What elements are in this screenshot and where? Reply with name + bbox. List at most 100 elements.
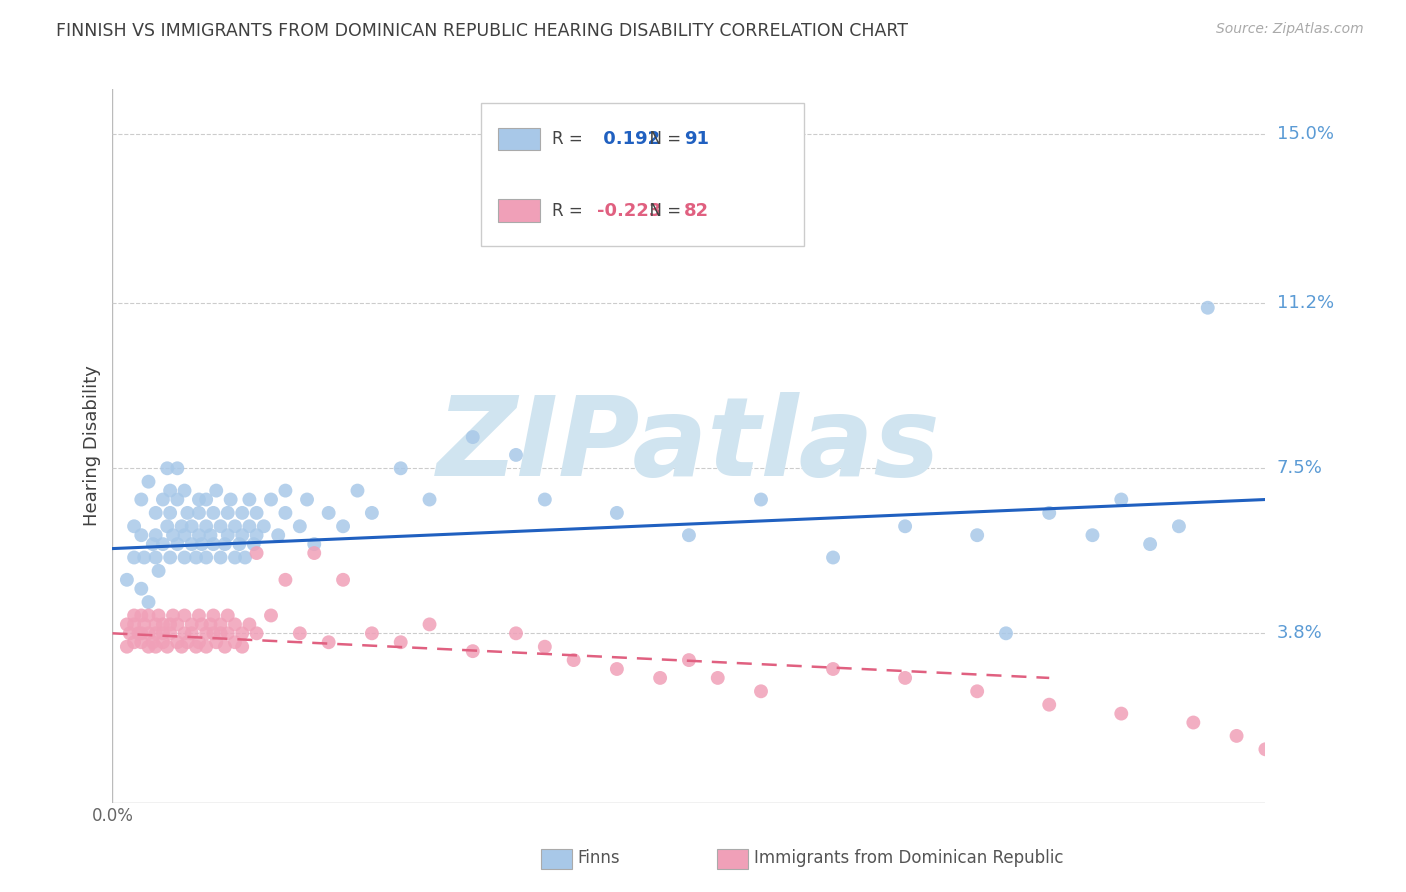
Text: 82: 82 [683,202,709,219]
Point [260,492,283,507]
Point [202,608,225,623]
Text: N =: N = [638,130,686,148]
Point [195,550,218,565]
Point [145,506,167,520]
Point [749,684,772,698]
Point [138,595,160,609]
Point [159,626,181,640]
Point [148,608,170,623]
Point [224,617,246,632]
Point [156,640,179,654]
Point [166,635,188,649]
Point [231,528,253,542]
Point [152,617,174,632]
Point [138,475,160,489]
Point [228,537,250,551]
Point [202,537,225,551]
Point [1081,528,1104,542]
Point [332,519,354,533]
Point [134,550,156,565]
Point [253,519,276,533]
Point [200,617,222,632]
Point [129,635,153,649]
Point [821,550,844,565]
Point [200,528,222,542]
Point [1226,729,1249,743]
Point [274,573,297,587]
Text: 11.2%: 11.2% [1277,294,1334,312]
Point [159,506,181,520]
Point [138,608,160,623]
Point [129,492,153,507]
Point [219,492,242,507]
Point [152,626,174,640]
Point [148,564,170,578]
Point [245,626,267,640]
Point [152,492,174,507]
Point [145,617,167,632]
Point [180,626,202,640]
Point [360,506,382,520]
Point [894,519,917,533]
Point [461,644,484,658]
Point [156,519,179,533]
Point [245,546,267,560]
Point [122,617,145,632]
Point [749,492,772,507]
Point [188,635,211,649]
Text: R =: R = [551,130,588,148]
Point [138,640,160,654]
Point [142,537,165,551]
Point [152,537,174,551]
Text: 0.0%: 0.0% [91,807,134,825]
Text: ZIPatlas: ZIPatlas [437,392,941,500]
Point [231,640,253,654]
Point [195,626,218,640]
Point [145,626,167,640]
Point [129,582,153,596]
Point [389,635,412,649]
Point [1167,519,1189,533]
Point [170,640,193,654]
Point [180,617,202,632]
Point [706,671,728,685]
Point [145,640,167,654]
Point [419,617,441,632]
Point [505,626,527,640]
Point [176,635,198,649]
Point [648,671,672,685]
Point [224,519,246,533]
Text: N =: N = [638,202,686,219]
Point [191,537,214,551]
Point [156,461,179,475]
Point [134,617,156,632]
Point [217,608,239,623]
Point [966,684,988,698]
Point [238,617,260,632]
Point [115,640,138,654]
Point [606,506,628,520]
Point [122,635,145,649]
Point [217,626,239,640]
Text: 91: 91 [683,130,709,148]
Point [162,528,184,542]
Point [505,448,527,462]
Point [191,617,214,632]
Point [170,519,193,533]
Point [173,483,195,498]
Point [159,617,181,632]
Text: 0.192: 0.192 [596,130,659,148]
Point [346,483,368,498]
Point [115,573,138,587]
Text: R =: R = [551,202,588,219]
Point [180,519,202,533]
Point [176,506,198,520]
Point [288,519,311,533]
Point [173,626,195,640]
Point [166,537,188,551]
Point [318,506,340,520]
Point [214,537,236,551]
Point [1111,492,1133,507]
Point [127,626,149,640]
Point [129,608,153,623]
